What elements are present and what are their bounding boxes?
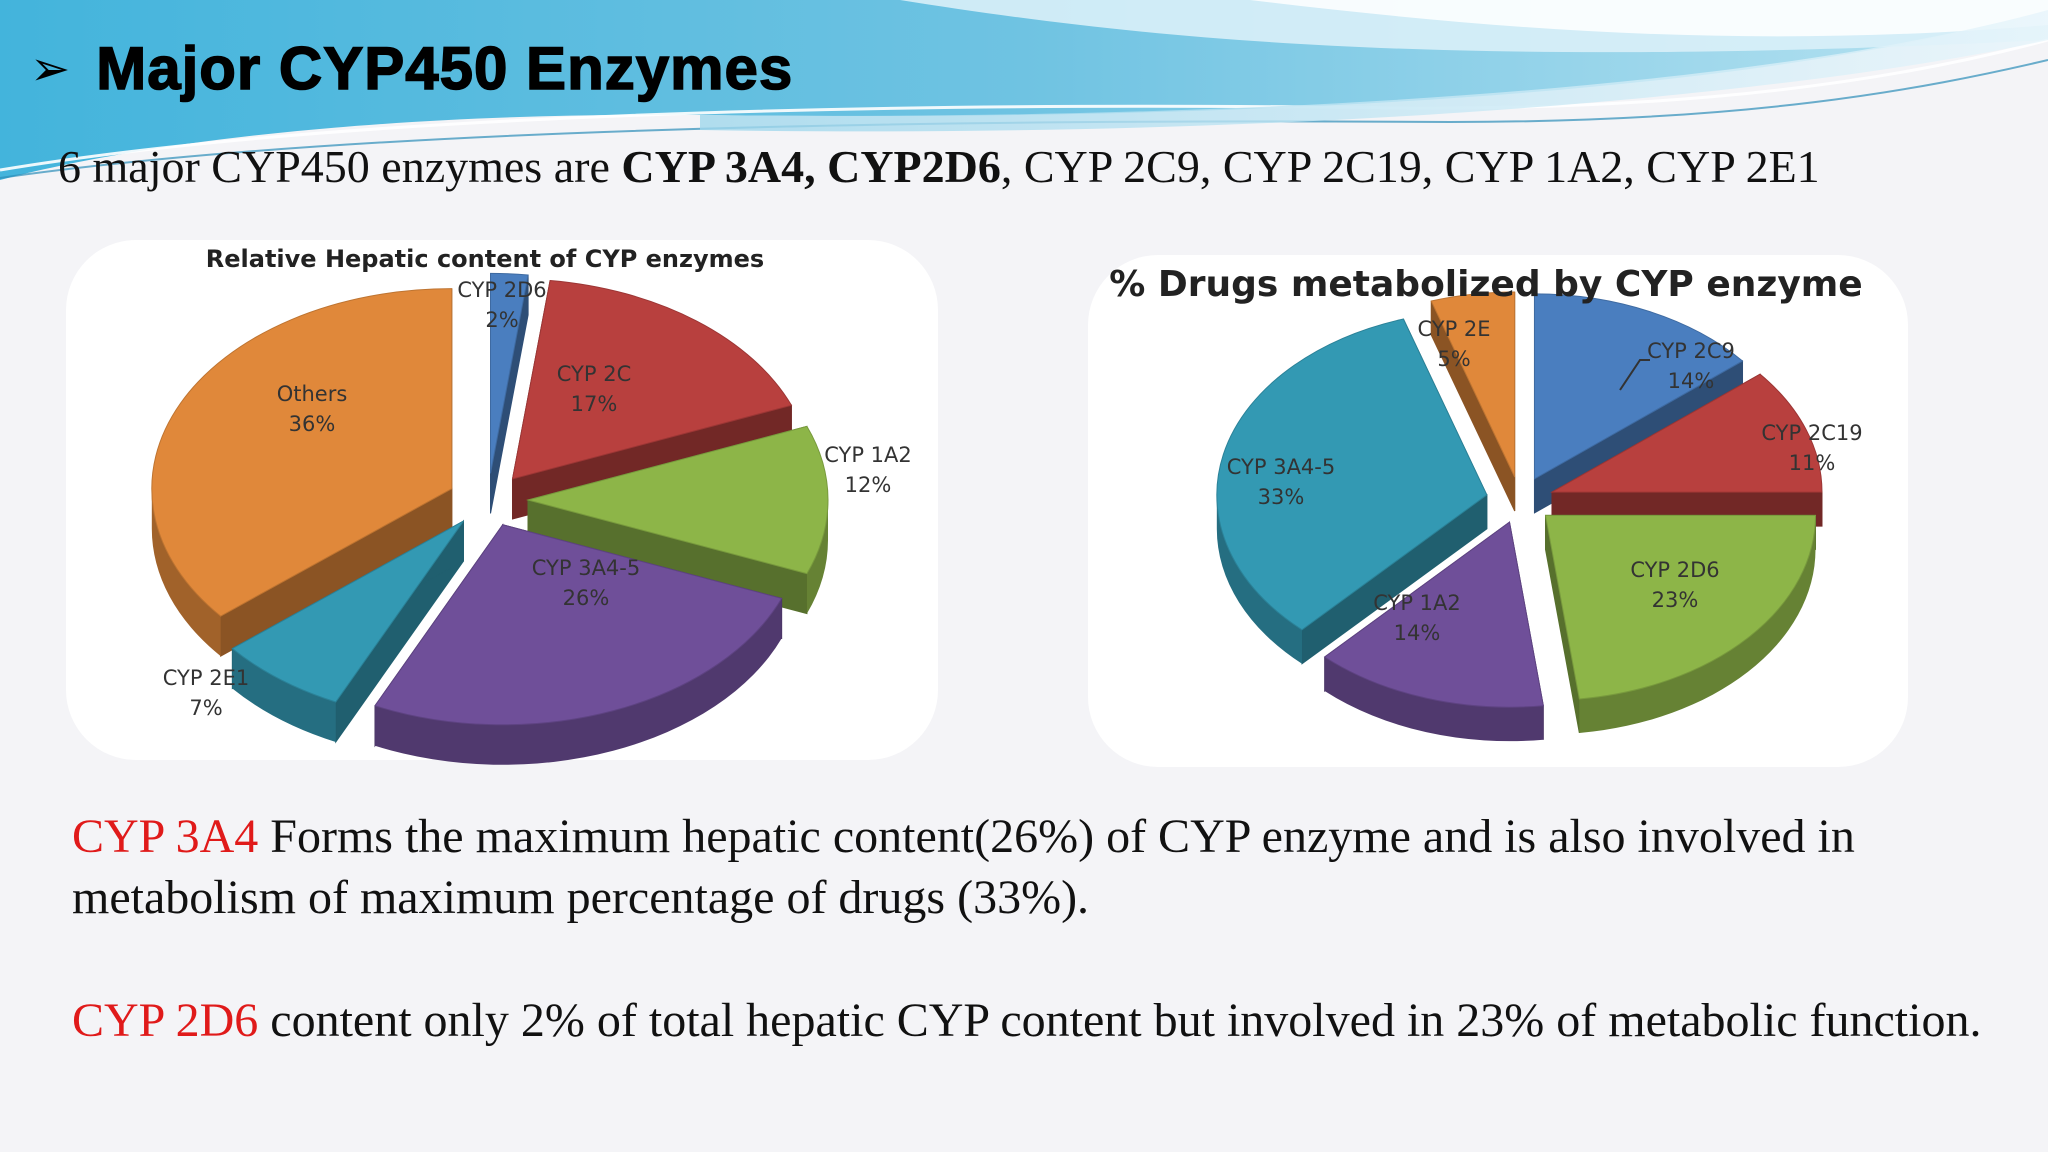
chart-1-title: Relative Hepatic content of CYP enzymes (206, 245, 764, 273)
label-cyp-2d6: CYP 2D6 2% (457, 278, 546, 332)
arrowhead-bullet-icon: ➢ (30, 40, 71, 97)
label-cyp-2d6: CYP 2D6 23% (1630, 558, 1719, 612)
label-cyp-2e: CYP 2E 5% (1417, 317, 1490, 371)
note-2-text: content only 2% of total hepatic CYP con… (258, 994, 1982, 1047)
label-others: Others 36% (277, 382, 348, 436)
label-cyp-3a4-5: CYP 3A4-5 26% (532, 556, 641, 610)
chart-2-title: % Drugs metabolized by CYP enzyme (1109, 264, 1862, 305)
note-2-highlight: CYP 2D6 (72, 994, 259, 1047)
label-cyp-2c: CYP 2C 17% (557, 362, 631, 416)
title-text: Major CYP450 Enzymes (95, 34, 794, 103)
label-cyp-3a4-5: CYP 3A4-5 33% (1227, 455, 1336, 509)
pie-chart-1: Relative Hepatic content of CYP enzymes C… (151, 245, 912, 765)
header-wave-background (0, 0, 2048, 180)
slice-cyp-2e1 (231, 519, 464, 744)
slice-cyp-1a2 (526, 425, 829, 615)
slide-title: ➢ Major CYP450 Enzymes (30, 34, 793, 103)
note-1-text: Forms the maximum hepatic content(26%) o… (72, 810, 1855, 924)
intro-bold-1: CYP 3A4, (621, 141, 816, 192)
slice-cyp-2d6 (1544, 514, 1817, 734)
label-cyp-1a2: CYP 1A2 12% (824, 443, 912, 497)
intro-bold-2: CYP2D6 (827, 141, 1001, 192)
slice-cyp-3a4-5 (1216, 318, 1488, 665)
intro-suffix: , CYP 2C9, CYP 2C19, CYP 1A2, CYP 2E1 (1000, 141, 1820, 192)
slice-cyp-3a4-5 (374, 523, 783, 765)
note-cyp2d6: CYP 2D6 content only 2% of total hepatic… (72, 990, 1992, 1051)
intro-line: 6 major CYP450 enzymes are CYP 3A4, CYP2… (58, 140, 1820, 193)
slice-others (151, 288, 453, 657)
leader-line (1619, 359, 1650, 391)
label-cyp-2c19: CYP 2C19 11% (1761, 421, 1862, 475)
slice-cyp-2d6 (490, 272, 529, 514)
intro-prefix: 6 major CYP450 enzymes are (58, 141, 622, 192)
label-cyp-1a2: CYP 1A2 14% (1373, 591, 1461, 645)
slice-cyp-1a2 (1323, 521, 1544, 742)
label-cyp-2c9: CYP 2C9 14% (1647, 339, 1735, 393)
pie-chart-2: % Drugs metabolized by CYP enzyme CYP 2C9… (1109, 264, 1863, 742)
slice-cyp-2e (1430, 291, 1516, 512)
note-cyp3a4: CYP 3A4 Forms the maximum hepatic conten… (72, 806, 1992, 928)
note-1-highlight: CYP 3A4 (72, 810, 259, 863)
label-cyp-2e1: CYP 2E1 7% (163, 666, 249, 720)
